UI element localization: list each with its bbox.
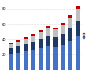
Bar [61,25,65,34]
Bar [16,40,20,42]
Bar [38,48,43,70]
Bar [9,43,13,44]
Bar [68,18,72,28]
Bar [76,9,80,21]
Bar [53,47,58,70]
Bar [31,42,35,50]
Bar [31,36,35,42]
Bar [61,34,65,45]
Bar [38,39,43,48]
Bar [9,54,13,70]
Legend: , , , : , , , [83,33,84,38]
Bar [53,28,58,29]
Bar [68,41,72,70]
Bar [9,44,13,48]
Bar [24,51,28,70]
Bar [61,23,65,25]
Bar [24,39,28,44]
Bar [38,32,43,39]
Bar [38,30,43,32]
Bar [31,34,35,36]
Bar [76,6,80,9]
Bar [24,44,28,51]
Bar [46,26,50,28]
Bar [46,28,50,36]
Bar [24,37,28,39]
Bar [61,45,65,70]
Bar [53,37,58,47]
Bar [68,15,72,18]
Bar [76,21,80,36]
Bar [46,36,50,46]
Bar [9,48,13,54]
Bar [31,50,35,70]
Bar [76,36,80,70]
Bar [68,28,72,41]
Bar [46,46,50,70]
Bar [53,29,58,37]
Bar [16,42,20,47]
Bar [16,53,20,70]
Bar [16,47,20,53]
